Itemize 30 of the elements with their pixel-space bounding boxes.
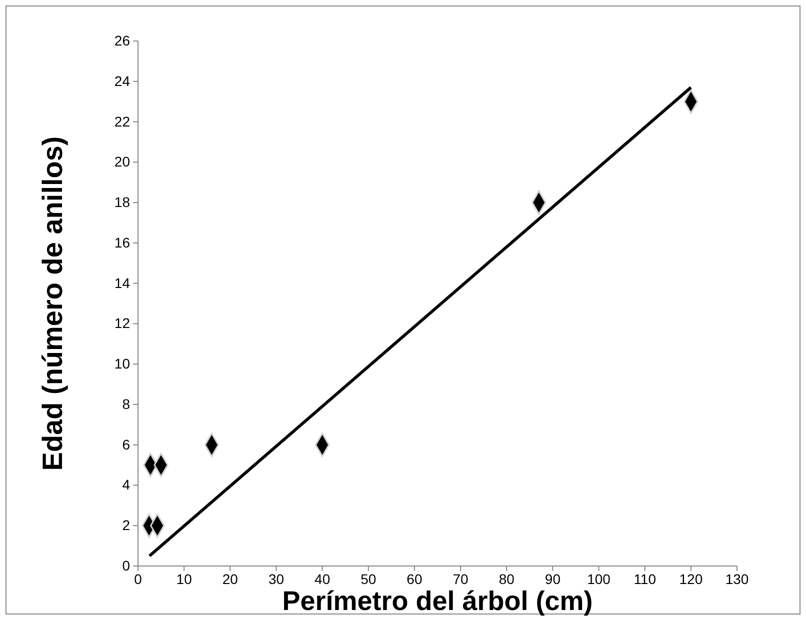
x-tick-label: 30 — [268, 570, 284, 587]
x-axis-title: Perímetro del árbol (cm) — [282, 586, 593, 616]
y-tick-label: 26 — [114, 32, 130, 48]
x-tick-label: 50 — [360, 570, 376, 587]
y-tick-label: 0 — [122, 557, 130, 574]
x-tick-label: 110 — [634, 570, 656, 587]
x-tick-label: 70 — [452, 570, 469, 587]
y-tick-label: 14 — [114, 274, 130, 291]
x-tick-label: 130 — [725, 570, 749, 587]
x-tick-label: 60 — [406, 570, 422, 587]
y-tick-label: 20 — [114, 154, 130, 170]
y-tick-label: 4 — [122, 476, 130, 493]
y-tick-label: 8 — [122, 396, 130, 412]
y-tick-label: 6 — [122, 436, 130, 452]
y-tick-label: 24 — [114, 72, 130, 89]
x-tick-label: 90 — [544, 570, 561, 587]
y-tick-label: 12 — [114, 315, 130, 332]
y-tick-label: 10 — [114, 356, 130, 372]
y-tick-label: 2 — [122, 517, 130, 534]
x-tick-label: 100 — [587, 570, 611, 587]
x-tick-label: 120 — [679, 570, 703, 587]
x-tick-label: 80 — [498, 570, 515, 587]
y-tick-label: 16 — [114, 234, 130, 250]
y-tick-label: 18 — [114, 194, 130, 210]
x-tick-label: 40 — [314, 570, 330, 587]
x-tick-label: 0 — [134, 570, 142, 587]
y-tick-label: 22 — [114, 113, 130, 130]
y-axis-title: Edad (número de anillos) — [37, 136, 68, 471]
x-tick-label: 20 — [222, 570, 238, 587]
x-tick-label: 10 — [176, 570, 192, 587]
